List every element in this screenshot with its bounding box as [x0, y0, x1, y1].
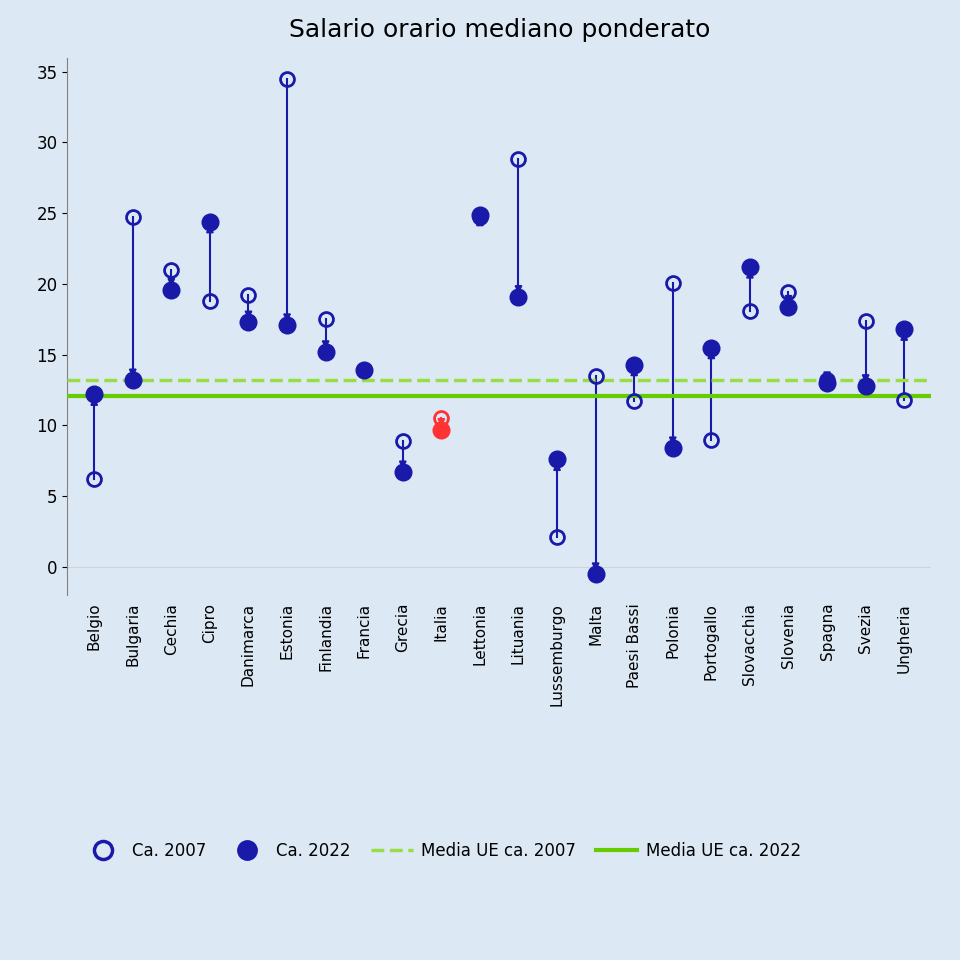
Title: Salario orario mediano ponderato: Salario orario mediano ponderato	[289, 18, 709, 42]
Legend: Ca. 2007, Ca. 2022, Media UE ca. 2007, Media UE ca. 2022: Ca. 2007, Ca. 2022, Media UE ca. 2007, M…	[76, 835, 807, 867]
